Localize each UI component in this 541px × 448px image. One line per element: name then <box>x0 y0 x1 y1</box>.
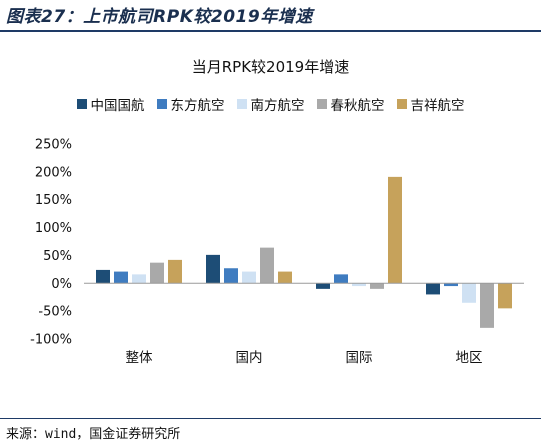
bar <box>498 283 512 309</box>
legend-swatch-china-eastern <box>156 99 167 109</box>
y-tick-label: 0% <box>51 277 72 292</box>
y-tick-label: 100% <box>35 221 72 236</box>
bar <box>444 283 458 287</box>
bar <box>370 283 384 289</box>
y-tick-label: 50% <box>43 249 72 264</box>
bar <box>224 268 238 284</box>
y-tick-label: 150% <box>35 193 72 208</box>
legend-item-china-eastern: 东方航空 <box>156 94 225 114</box>
x-tick-label: 整体 <box>126 350 153 366</box>
bar <box>388 176 402 284</box>
x-tick-label: 国内 <box>236 350 263 366</box>
source-note: 来源：wind，国金证券研究所 <box>6 427 181 442</box>
legend-item-juneyao: 吉祥航空 <box>396 94 465 114</box>
legend-item-china-southern: 南方航空 <box>236 94 305 114</box>
y-tick-label: 200% <box>35 165 72 180</box>
bar <box>316 283 330 289</box>
y-tick-label: -100% <box>30 333 72 348</box>
bar <box>462 283 476 303</box>
legend-label-air-china: 中国国航 <box>90 98 145 114</box>
y-tick-label: 250% <box>35 138 72 153</box>
bar <box>242 271 256 284</box>
title-rule <box>0 30 541 32</box>
bar <box>150 262 164 284</box>
bar <box>168 259 182 284</box>
legend-item-spring: 春秋航空 <box>316 94 385 114</box>
legend-label-juneyao: 吉祥航空 <box>410 98 465 114</box>
figure-title: 图表27：上市航司RPK较2019年增速 <box>6 7 313 27</box>
bottom-rule <box>0 418 541 419</box>
legend-label-spring: 春秋航空 <box>330 98 385 114</box>
x-tick-label: 地区 <box>456 350 483 366</box>
bar <box>334 274 348 284</box>
legend-swatch-juneyao <box>396 99 407 109</box>
y-tick-label: -50% <box>38 305 72 320</box>
bar <box>114 271 128 284</box>
legend: 中国国航 东方航空 南方航空 春秋航空 吉祥航空 <box>0 94 541 114</box>
bar <box>480 283 494 328</box>
legend-item-air-china: 中国国航 <box>76 94 145 114</box>
bar <box>426 283 440 295</box>
bar <box>278 271 292 284</box>
legend-swatch-china-southern <box>236 99 247 109</box>
bar <box>352 283 366 287</box>
x-tick-label: 国际 <box>346 350 373 366</box>
bar <box>260 247 274 284</box>
bar <box>206 254 220 284</box>
legend-swatch-air-china <box>76 99 87 109</box>
legend-swatch-spring <box>316 99 327 109</box>
legend-label-china-eastern: 东方航空 <box>170 98 225 114</box>
bar <box>132 274 146 284</box>
bar <box>96 269 110 284</box>
chart-title: 当月RPK较2019年增速 <box>191 58 350 76</box>
legend-label-china-southern: 南方航空 <box>250 98 305 114</box>
